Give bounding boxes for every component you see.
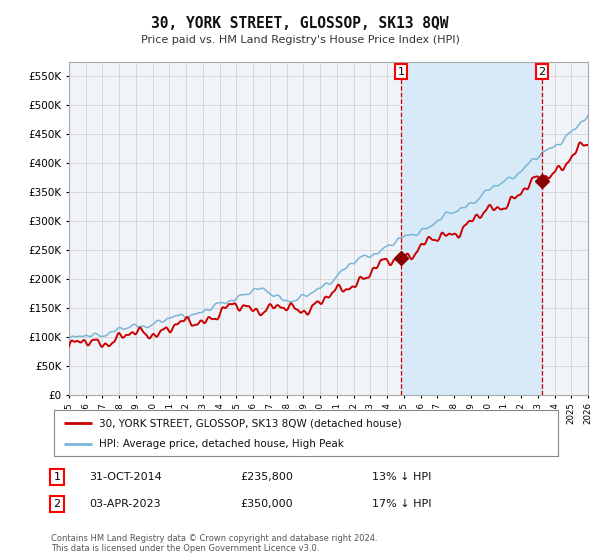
Text: 1: 1 [397,67,404,77]
Text: Price paid vs. HM Land Registry's House Price Index (HPI): Price paid vs. HM Land Registry's House … [140,35,460,45]
Text: £350,000: £350,000 [240,499,293,509]
Text: 2: 2 [53,499,61,509]
Text: 30, YORK STREET, GLOSSOP, SK13 8QW: 30, YORK STREET, GLOSSOP, SK13 8QW [151,16,449,31]
Text: 30, YORK STREET, GLOSSOP, SK13 8QW (detached house): 30, YORK STREET, GLOSSOP, SK13 8QW (deta… [100,418,402,428]
Text: 13% ↓ HPI: 13% ↓ HPI [372,472,431,482]
Bar [401,62,542,395]
Text: 17% ↓ HPI: 17% ↓ HPI [372,499,431,509]
Text: 2: 2 [538,67,545,77]
Text: 1: 1 [53,472,61,482]
Text: Contains HM Land Registry data © Crown copyright and database right 2024.
This d: Contains HM Land Registry data © Crown c… [51,534,377,553]
Text: HPI: Average price, detached house, High Peak: HPI: Average price, detached house, High… [100,440,344,450]
Text: 31-OCT-2014: 31-OCT-2014 [89,472,161,482]
Text: 03-APR-2023: 03-APR-2023 [89,499,160,509]
Text: £235,800: £235,800 [240,472,293,482]
